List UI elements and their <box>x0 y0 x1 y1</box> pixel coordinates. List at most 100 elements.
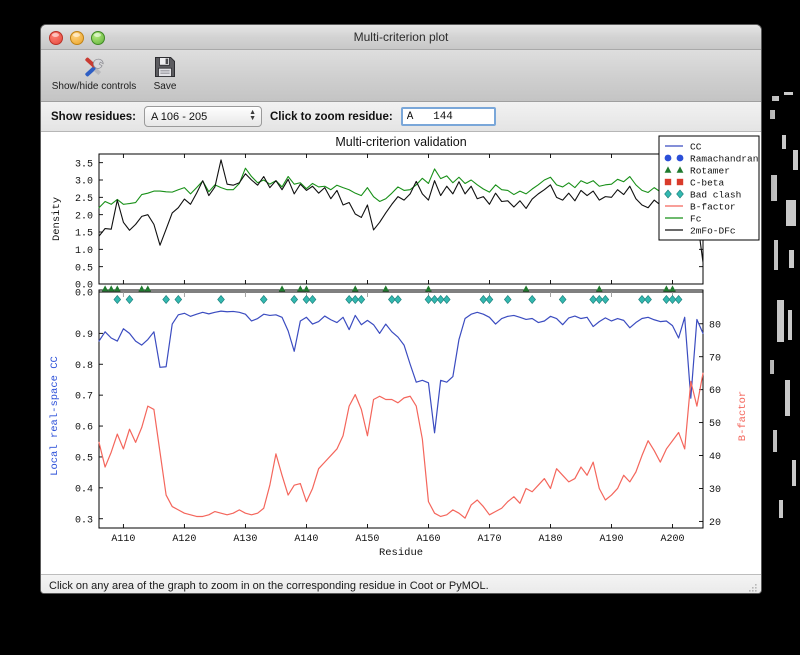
minimize-button[interactable] <box>70 31 84 45</box>
rotamer-marker[interactable] <box>297 285 304 292</box>
bad-clash-marker[interactable] <box>668 295 677 304</box>
bad-clash-marker[interactable] <box>442 295 451 304</box>
bfactor-ylabel: B-factor <box>737 391 749 441</box>
cc-xticklabel: A200 <box>660 534 684 545</box>
plot-area[interactable]: Multi-criterion validation 0.0 0.5 1.0 1.5 2.… <box>41 132 761 574</box>
stepper-arrows-icon: ▲ ▼ <box>249 109 256 122</box>
cc-xticklabel: A120 <box>172 534 196 545</box>
bad-clash-marker[interactable] <box>430 295 439 304</box>
multi-criterion-chart[interactable]: Multi-criterion validation 0.0 0.5 1.0 1.5 2.… <box>41 132 761 574</box>
show-hide-controls-button[interactable]: Show/hide controls <box>51 52 137 92</box>
window-controls <box>49 31 105 45</box>
rotamer-marker[interactable] <box>138 285 145 292</box>
cc-xticklabel: A180 <box>538 534 562 545</box>
bad-clash-marker[interactable] <box>638 295 646 304</box>
residue-range-select[interactable]: A 106 - 205 ▲ ▼ <box>144 106 262 127</box>
bad-clash-marker[interactable] <box>351 295 360 304</box>
legend-swatch-square <box>664 178 672 186</box>
bad-clash-marker[interactable] <box>290 295 299 304</box>
legend-swatch-square <box>676 178 684 186</box>
rotamer-marker[interactable] <box>669 285 676 292</box>
window-title: Multi-criterion plot <box>353 30 449 44</box>
cc-yticklabel: 0.9 <box>75 330 93 341</box>
close-button[interactable] <box>49 31 63 45</box>
rotamer-marker[interactable] <box>596 285 603 292</box>
bad-clash-marker[interactable] <box>558 295 567 304</box>
bad-clash-marker[interactable] <box>302 295 311 304</box>
rotamer-marker[interactable] <box>382 285 389 292</box>
cc-xticklabel: A170 <box>477 534 501 545</box>
bad-clash-marker[interactable] <box>436 295 445 304</box>
rotamer-marker[interactable] <box>663 285 670 292</box>
bad-clash-marker[interactable] <box>388 295 396 304</box>
toolbar: Show/hide controls Save <box>41 50 761 102</box>
bad-clash-marker[interactable] <box>485 295 494 304</box>
legend-swatch-circle <box>664 154 672 162</box>
rotamer-marker[interactable] <box>522 285 530 292</box>
bad-clash-marker[interactable] <box>394 295 402 304</box>
density-yticklabel: 2.5 <box>75 194 93 205</box>
cc-ylabel: Local real-space CC <box>49 356 61 476</box>
legend-swatch-diamond <box>676 189 684 199</box>
cc-yticklabel: 0.5 <box>75 454 93 465</box>
bad-clash-marker[interactable] <box>259 295 268 304</box>
rotamer-marker[interactable] <box>352 285 359 292</box>
chart-title: Multi-criterion validation <box>335 135 466 149</box>
bfactor-yticklabel: 40 <box>709 452 721 463</box>
save-button[interactable]: Save <box>139 52 191 92</box>
bad-clash-marker[interactable] <box>174 295 183 304</box>
bad-clash-marker[interactable] <box>528 295 536 304</box>
cc-xticklabel: A150 <box>355 534 379 545</box>
maximize-button[interactable] <box>91 31 105 45</box>
cc-yticklabel: 0.3 <box>75 515 93 526</box>
x-axis-label: Residue <box>379 547 423 559</box>
rotamer-marker[interactable] <box>144 285 152 292</box>
rotamer-marker[interactable] <box>114 285 121 292</box>
bad-clash-marker[interactable] <box>357 295 366 304</box>
save-label: Save <box>153 81 177 92</box>
series-fc <box>98 167 704 214</box>
bad-clash-marker[interactable] <box>113 295 122 304</box>
bad-clash-marker[interactable] <box>345 295 353 304</box>
rotamer-marker[interactable] <box>303 285 310 292</box>
rotamer-marker[interactable] <box>108 285 115 292</box>
bad-clash-marker[interactable] <box>503 295 512 304</box>
zoom-residue-input[interactable] <box>400 107 496 126</box>
density-yticklabel: 1.0 <box>75 246 93 257</box>
status-text: Click on any area of the graph to zoom i… <box>49 580 489 592</box>
density-yticklabel: 3.5 <box>75 159 93 170</box>
residue-range-value: A 106 - 205 <box>151 110 208 123</box>
legend-label: Bad clash <box>690 189 741 200</box>
floppy-disk-save-icon <box>153 54 177 80</box>
bad-clash-marker[interactable] <box>424 295 433 304</box>
legend-swatch-triangle <box>664 166 672 173</box>
cc-yticklabel: 0.4 <box>75 484 93 495</box>
series-cc <box>98 310 704 434</box>
bad-clash-marker[interactable] <box>674 295 683 304</box>
bad-clash-marker[interactable] <box>662 295 671 304</box>
bad-clash-marker[interactable] <box>217 295 225 304</box>
bfactor-yticklabel: 20 <box>709 518 721 529</box>
bad-clash-marker[interactable] <box>589 295 597 304</box>
cc-xticklabel: A110 <box>111 534 135 545</box>
cc-xticklabel: A130 <box>233 534 257 545</box>
bad-clash-marker[interactable] <box>308 295 317 304</box>
bad-clash-marker[interactable] <box>479 295 488 304</box>
bad-clash-marker[interactable] <box>162 295 170 304</box>
bad-clash-marker[interactable] <box>125 295 134 304</box>
bad-clash-marker[interactable] <box>644 295 652 304</box>
density-yticklabel: 0.5 <box>75 263 93 274</box>
bad-clash-marker[interactable] <box>601 295 610 304</box>
title-bar[interactable]: Multi-criterion plot <box>41 25 761 50</box>
bfactor-yticklabel: 70 <box>709 353 721 364</box>
bfactor-yticklabel: 80 <box>709 320 721 331</box>
cc-xticklabel: A140 <box>294 534 318 545</box>
rotamer-marker[interactable] <box>425 285 432 292</box>
rotamer-marker[interactable] <box>278 285 286 292</box>
rotamer-marker[interactable] <box>101 285 109 292</box>
show-hide-controls-label: Show/hide controls <box>51 81 137 92</box>
cc-panel-frame <box>98 289 704 529</box>
bad-clash-marker[interactable] <box>595 295 604 304</box>
resize-grip-icon[interactable] <box>746 583 758 594</box>
